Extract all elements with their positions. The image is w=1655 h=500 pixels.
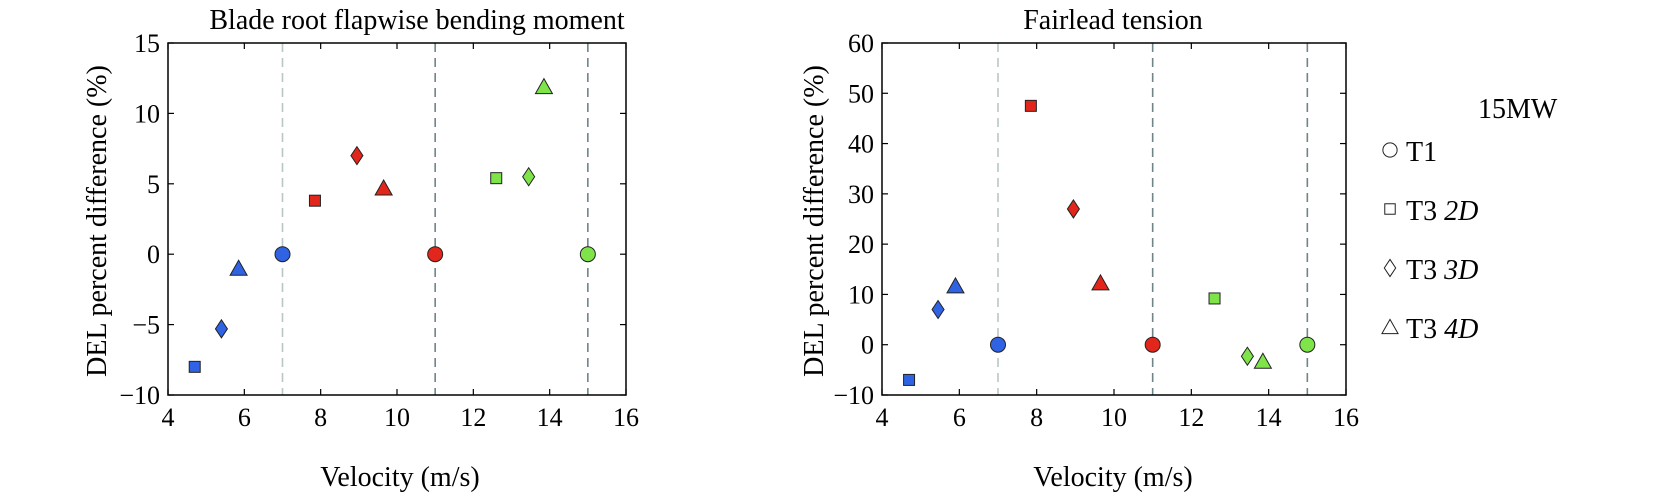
x-tick-label: 10	[1101, 403, 1127, 432]
data-point-green-diamond	[1240, 346, 1255, 367]
data-point-blue-circle	[274, 246, 291, 263]
y-tick-label: 10	[848, 280, 874, 309]
y-tick-label: 40	[848, 130, 874, 159]
x-tick-label: 10	[384, 403, 410, 432]
y-tick-label: 15	[134, 29, 160, 58]
data-point-red-diamond	[1066, 199, 1081, 219]
legend-item: T3 2D	[1384, 196, 1478, 227]
legend-item: T1	[1382, 137, 1437, 168]
legend-item: T3 4D	[1381, 314, 1478, 345]
plot-area: 4 6 8 10 12 14 16 60 50 40 30 20 10 0 −10	[833, 29, 1359, 432]
y-tick-label: 10	[134, 99, 160, 128]
data-point-red-triangle	[1091, 273, 1110, 291]
data-point-red-square	[1024, 99, 1037, 112]
x-tick-label: 12	[460, 403, 486, 432]
data-point-green-circle	[579, 246, 596, 263]
y-tick-label: 50	[848, 79, 874, 108]
chart-title: Blade root flapwise bending moment	[209, 5, 624, 36]
x-tick-label: 12	[1178, 403, 1204, 432]
legend-item: T3 3D	[1383, 255, 1478, 286]
data-point-blue-square	[903, 373, 916, 386]
x-tick-label: 8	[314, 403, 327, 432]
data-point-green-triangle	[534, 77, 554, 95]
y-tick-label: 30	[848, 180, 874, 209]
data-point-blue-diamond	[214, 318, 229, 339]
data-point-green-square	[490, 172, 503, 185]
chart-blade-root-moment: Blade root flapwise bending moment Veloc…	[82, 5, 639, 493]
legend-diamond-icon	[1383, 258, 1397, 278]
legend: 15MW T1 T3 2D T3 3D T3 4D	[1381, 94, 1558, 345]
x-tick-label: 6	[238, 403, 251, 432]
legend-square-icon	[1384, 203, 1396, 215]
y-tick-label: 0	[147, 240, 160, 269]
x-tick-label: 14	[1256, 403, 1282, 432]
y-axis-label: DEL percent difference (%)	[82, 65, 113, 377]
data-point-red-triangle	[374, 179, 393, 196]
data-point-blue-diamond	[931, 299, 945, 320]
y-tick-label: −5	[132, 311, 160, 340]
x-tick-label: 4	[876, 403, 889, 432]
data-point-green-square	[1208, 292, 1221, 305]
x-tick-label: 16	[613, 403, 639, 432]
legend-title: 15MW	[1478, 94, 1558, 125]
data-point-blue-triangle	[946, 276, 965, 294]
y-axis-label: DEL percent difference (%)	[799, 65, 830, 377]
x-tick-label: 14	[537, 403, 563, 432]
x-axis-label: Velocity (m/s)	[320, 462, 479, 493]
chart-fairlead-tension: Fairlead tension Velocity (m/s) DEL perc…	[799, 5, 1359, 493]
legend-label: T3 4D	[1406, 314, 1478, 345]
data-point-red-diamond	[350, 145, 364, 166]
data-point-green-triangle	[1253, 352, 1273, 369]
plot-frame	[881, 42, 1347, 396]
x-tick-label: 4	[162, 403, 175, 432]
data-point-green-circle	[1299, 336, 1316, 353]
y-tick-label: 5	[147, 170, 160, 199]
data-point-green-diamond	[522, 166, 536, 187]
y-tick-label: 0	[861, 331, 874, 360]
data-point-blue-triangle	[229, 259, 248, 276]
data-point-red-square	[308, 194, 321, 207]
y-tick-label: 60	[848, 29, 874, 58]
y-tick-label: 20	[848, 230, 874, 259]
plot-area: 4 6 8 10 12 14 16 15 10 5 0 −5 −10	[119, 29, 639, 432]
legend-circle-icon	[1382, 142, 1398, 158]
data-point-blue-square	[188, 360, 201, 373]
legend-triangle-icon	[1381, 318, 1399, 335]
x-tick-label: 6	[953, 403, 966, 432]
y-tick-label: −10	[119, 381, 160, 410]
legend-label: T3 3D	[1406, 255, 1478, 286]
legend-label: T3 2D	[1406, 196, 1478, 227]
x-tick-label: 8	[1030, 403, 1043, 432]
plot-frame	[167, 42, 627, 396]
x-axis-label: Velocity (m/s)	[1033, 462, 1192, 493]
data-point-blue-circle	[990, 336, 1006, 353]
y-tick-label: −10	[833, 381, 874, 410]
legend-label: T1	[1406, 137, 1437, 168]
x-tick-label: 16	[1333, 403, 1359, 432]
data-point-red-circle	[427, 246, 444, 263]
chart-title: Fairlead tension	[1023, 5, 1203, 36]
data-point-red-circle	[1144, 336, 1161, 353]
